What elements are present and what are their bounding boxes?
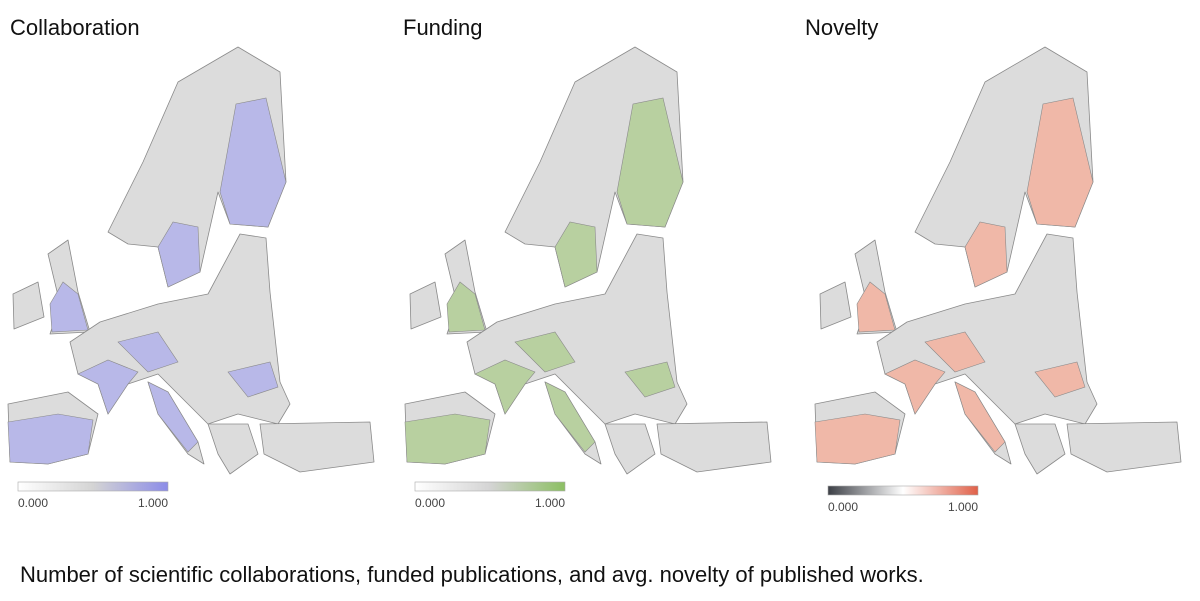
legend-max-label: 1.000 — [948, 500, 978, 514]
legend-max-label: 1.000 — [138, 496, 168, 510]
legend-min-label: 0.000 — [415, 496, 445, 510]
color-bar — [414, 481, 566, 492]
map-panel: Funding 0.000 1.000 — [403, 15, 772, 510]
panel-title: Collaboration — [10, 15, 140, 40]
panel-title: Novelty — [805, 15, 878, 40]
map — [404, 46, 772, 475]
legend-min-label: 0.000 — [18, 496, 48, 510]
color-bar — [17, 481, 169, 492]
panel-title: Funding — [403, 15, 483, 40]
color-bar — [827, 485, 979, 496]
map-panel: Collaboration 0.000 1.000 — [7, 15, 375, 510]
caption: Number of scientific collaborations, fun… — [20, 562, 924, 587]
map — [814, 46, 1182, 475]
legend-max-label: 1.000 — [535, 496, 565, 510]
map-panel: Novelty 0.000 1.000 — [805, 15, 1182, 514]
legend-min-label: 0.000 — [828, 500, 858, 514]
panels: Collaboration 0.000 1.000 Funding 0.000 1.000… — [7, 15, 1182, 514]
map — [7, 46, 375, 475]
